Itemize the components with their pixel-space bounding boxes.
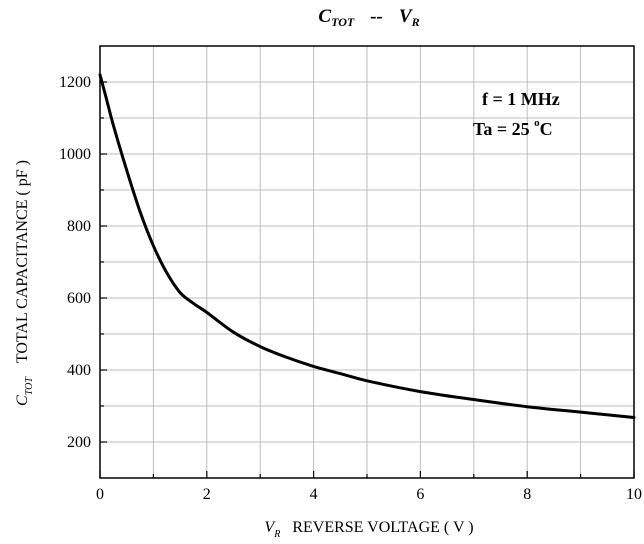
- y-axis-text: TOTAL CAPACITANCE ( pF ): [14, 160, 31, 363]
- chart-title: CTOT -- VR: [318, 6, 419, 29]
- y-tick-label: 800: [67, 218, 91, 235]
- x-axis-text: REVERSE VOLTAGE ( V ): [292, 519, 473, 536]
- x-tick-labels: 0 2 4 6 8 10: [96, 486, 642, 503]
- y-tick-label: 200: [67, 434, 91, 451]
- x-tick-label: 10: [626, 486, 642, 503]
- x-tick-label: 0: [96, 486, 104, 503]
- annotation-temperature: Ta = 25 oC: [473, 117, 553, 139]
- y-axis-var-sub: TOT: [24, 376, 35, 396]
- y-axis-label: CTOT TOTAL CAPACITANCE ( pF ): [14, 160, 35, 406]
- annotation-temp-pre: Ta = 25: [473, 119, 534, 139]
- y-axis-var: C: [14, 395, 31, 406]
- title-main-sub: TOT: [331, 15, 355, 29]
- x-tick-label: 6: [416, 486, 424, 503]
- grid-lines: [100, 46, 634, 478]
- title-second: V: [399, 6, 413, 27]
- title-second-sub: R: [411, 15, 420, 29]
- x-axis-var: V: [264, 519, 276, 536]
- plot-frame: [99, 45, 635, 479]
- annotation-temp-post: C: [540, 119, 553, 139]
- title-main: C: [318, 6, 331, 27]
- y-tick-label: 400: [67, 362, 91, 379]
- y-tick-label: 600: [67, 290, 91, 307]
- x-axis-var-sub: R: [273, 529, 280, 540]
- y-tick-labels: 200 400 600 800 1000 1200: [59, 74, 91, 451]
- x-axis-label: VR REVERSE VOLTAGE ( V ): [264, 519, 473, 540]
- title-sep: --: [370, 6, 383, 27]
- x-tick-label: 2: [203, 486, 211, 503]
- x-tick-label: 4: [310, 486, 318, 503]
- y-tick-label: 1000: [59, 146, 91, 163]
- series-line-capacitance: [98, 73, 636, 420]
- annotation-frequency: f = 1 MHz: [482, 89, 560, 109]
- y-tick-label: 1200: [59, 74, 91, 91]
- x-tick-label: 8: [523, 486, 531, 503]
- annotation-temp-sup: o: [534, 117, 540, 129]
